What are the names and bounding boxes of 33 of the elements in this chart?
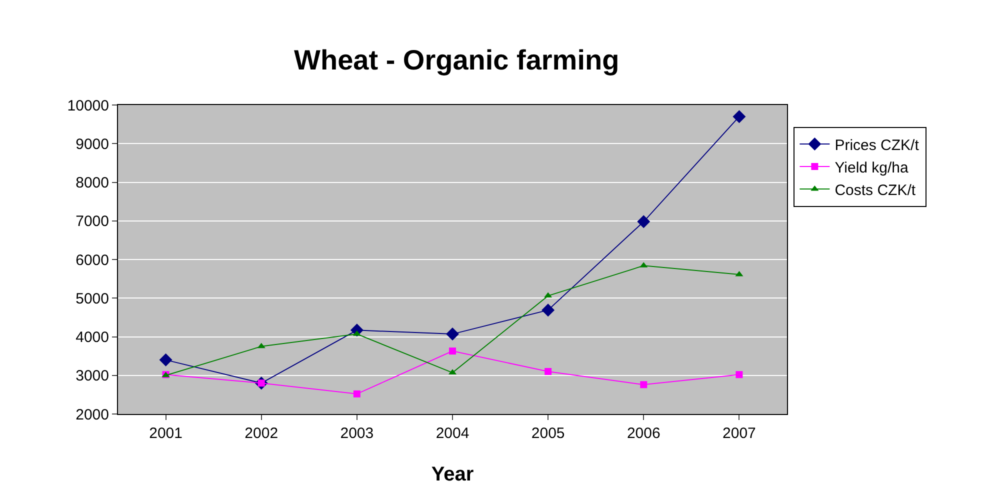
y-tick-label: 5000 [76, 290, 109, 308]
point [542, 304, 555, 317]
x-tick-label: 2002 [244, 425, 278, 442]
chart-title: Wheat - Organic farming [294, 44, 620, 76]
y-tick-label: 6000 [76, 252, 109, 269]
point [732, 110, 746, 124]
x-tick-label: 2003 [340, 425, 374, 442]
point [159, 353, 172, 366]
point [736, 371, 743, 378]
x-tick-label: 2005 [531, 425, 565, 442]
y-tick-label: 8000 [76, 174, 109, 192]
y-tick-label: 3000 [76, 368, 109, 385]
point [353, 390, 360, 398]
point [544, 368, 552, 376]
y-tick-label: 7000 [76, 213, 109, 230]
point [449, 348, 456, 355]
x-axis-title: Year [431, 464, 474, 486]
x-tick-label: 2007 [722, 425, 756, 442]
y-tick-label: 4000 [76, 329, 109, 346]
y-tick-label: 10000 [67, 97, 109, 114]
y-tick-label: 2000 [76, 406, 109, 424]
x-tick-label: 2004 [436, 425, 470, 442]
legend-label: Yield kg/ha [834, 159, 910, 176]
point [640, 381, 648, 388]
point [446, 328, 459, 341]
point [544, 292, 552, 298]
x-tick-label: 2001 [149, 425, 182, 442]
legend-label: Prices CZK/t [834, 136, 920, 154]
point [257, 342, 266, 348]
point [637, 215, 650, 228]
y-tick-label: 9000 [76, 136, 109, 153]
legend-label: Costs CZK/t [834, 182, 916, 199]
x-tick-label: 2006 [626, 425, 660, 442]
